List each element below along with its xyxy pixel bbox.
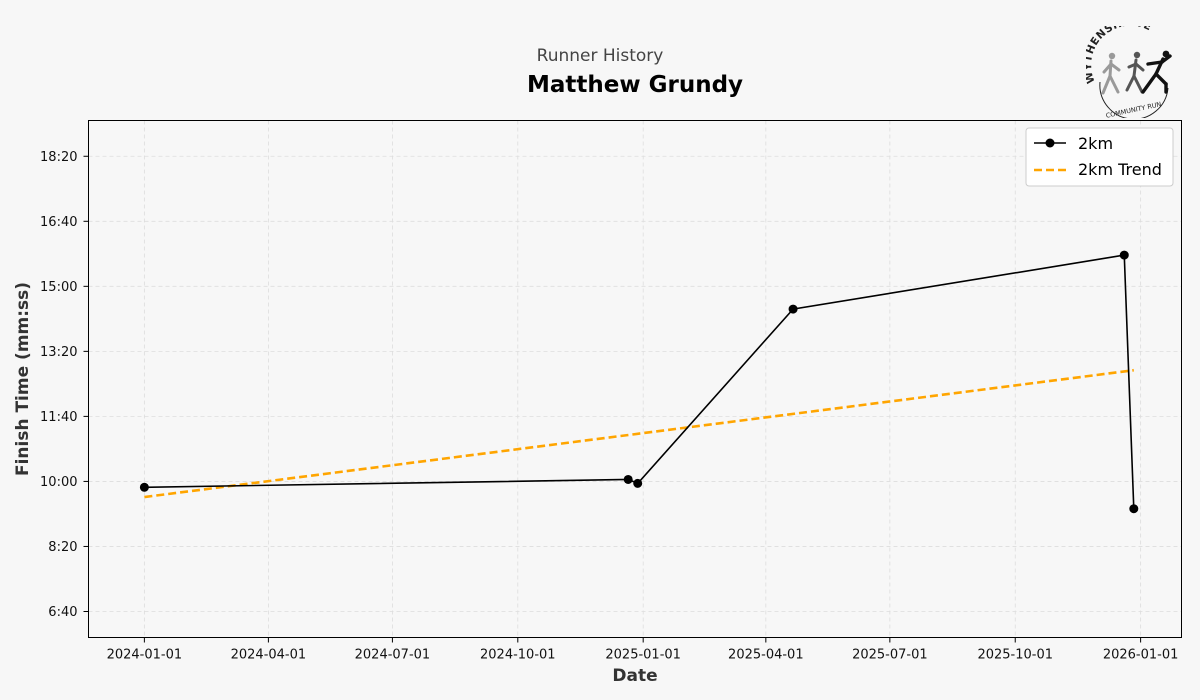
y-axis-ticks: 6:40 8:20 10:00 11:40 13:20 15:00 16:40 18:20 [40, 150, 89, 620]
y-tick-label: 10:00 [40, 475, 77, 490]
data-point-2km [633, 478, 643, 488]
x-tick-label: 2024-01-01 [107, 648, 183, 663]
x-tick-label: 2025-01-01 [605, 648, 681, 663]
y-tick-label: 6:40 [48, 605, 77, 620]
legend: 2km 2km Trend [1025, 127, 1174, 187]
x-tick-label: 2026-01-01 [1103, 648, 1179, 663]
y-tick-label: 8:20 [48, 540, 77, 555]
chart-supertitle: Runner History [536, 46, 664, 66]
data-point-2km [788, 304, 798, 314]
x-axis-ticks: 2024-01-01 2024-04-01 2024-07-01 2024-10-01… [107, 637, 1179, 663]
runner-black-icon [1141, 50, 1172, 94]
data-point-2km [1129, 504, 1139, 514]
legend-marker-2km [1045, 138, 1055, 148]
series-line-2km [144, 254, 1135, 509]
x-tick-label: 2025-04-01 [728, 648, 804, 663]
legend-label-trend: 2km Trend [1078, 160, 1162, 179]
legend-label-2km: 2km [1078, 134, 1113, 153]
y-tick-label: 13:20 [40, 345, 77, 360]
y-tick-label: 11:40 [40, 410, 77, 425]
x-tick-label: 2025-10-01 [977, 648, 1053, 663]
y-tick-label: 15:00 [40, 280, 77, 295]
y-tick-label: 16:40 [40, 215, 77, 230]
series-layer [139, 250, 1139, 514]
x-axis-label: Date [612, 666, 657, 686]
x-tick-label: 2024-10-01 [480, 648, 556, 663]
data-point-2km [139, 482, 149, 492]
x-tick-label: 2024-04-01 [231, 648, 307, 663]
chart-title: Matthew Grundy [526, 72, 744, 98]
grid [88, 120, 1182, 638]
data-point-2km [623, 474, 633, 484]
data-point-2km [1119, 250, 1129, 260]
x-tick-label: 2024-07-01 [355, 648, 431, 663]
plot-frame [88, 120, 1182, 638]
runner-grey-icon [1101, 52, 1121, 95]
y-tick-label: 18:20 [40, 150, 77, 165]
series-line-2km-trend [144, 368, 1134, 499]
community-run-logo: WYTHENSHAWE COMMUNITY RUN [1086, 26, 1172, 118]
runner-dark-grey-icon [1125, 51, 1145, 94]
y-axis-label: Finish Time (mm:ss) [13, 282, 33, 476]
x-tick-label: 2025-07-01 [852, 648, 928, 663]
